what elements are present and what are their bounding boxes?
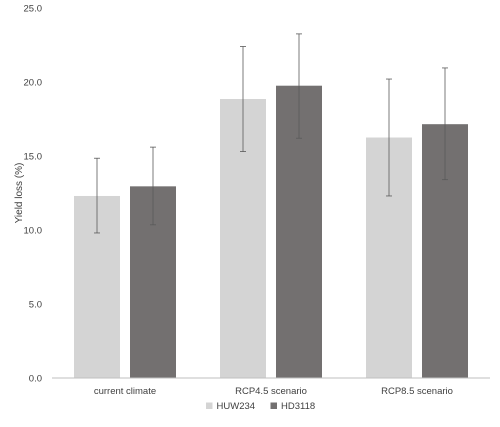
y-tick-label: 25.0 <box>24 4 43 15</box>
y-tick-label: 10.0 <box>24 226 43 237</box>
y-tick-label: 5.0 <box>29 300 42 311</box>
y-tick-label: 15.0 <box>24 152 43 163</box>
x-category-label: RCP8.5 scenario <box>381 386 453 397</box>
x-category-label: RCP4.5 scenario <box>235 386 307 397</box>
y-axis-title: Yield loss (%) <box>14 163 25 224</box>
legend: HUW234 HD3118 <box>206 401 315 412</box>
legend-swatch-hd3118 <box>270 402 277 409</box>
y-axis-ticks: 0.0 5.0 10.0 15.0 20.0 25.0 <box>24 4 43 385</box>
error-bars-group <box>94 33 448 234</box>
x-axis-categories: current climate RCP4.5 scenario RCP8.5 sce… <box>94 386 453 397</box>
legend-label: HUW234 <box>217 401 256 412</box>
x-category-label: current climate <box>94 386 156 397</box>
y-tick-label: 20.0 <box>24 78 43 89</box>
y-tick-label: 0.0 <box>29 374 42 385</box>
legend-swatch-huw234 <box>206 402 213 409</box>
legend-label: HD3118 <box>281 401 315 412</box>
bars-group <box>74 85 468 379</box>
